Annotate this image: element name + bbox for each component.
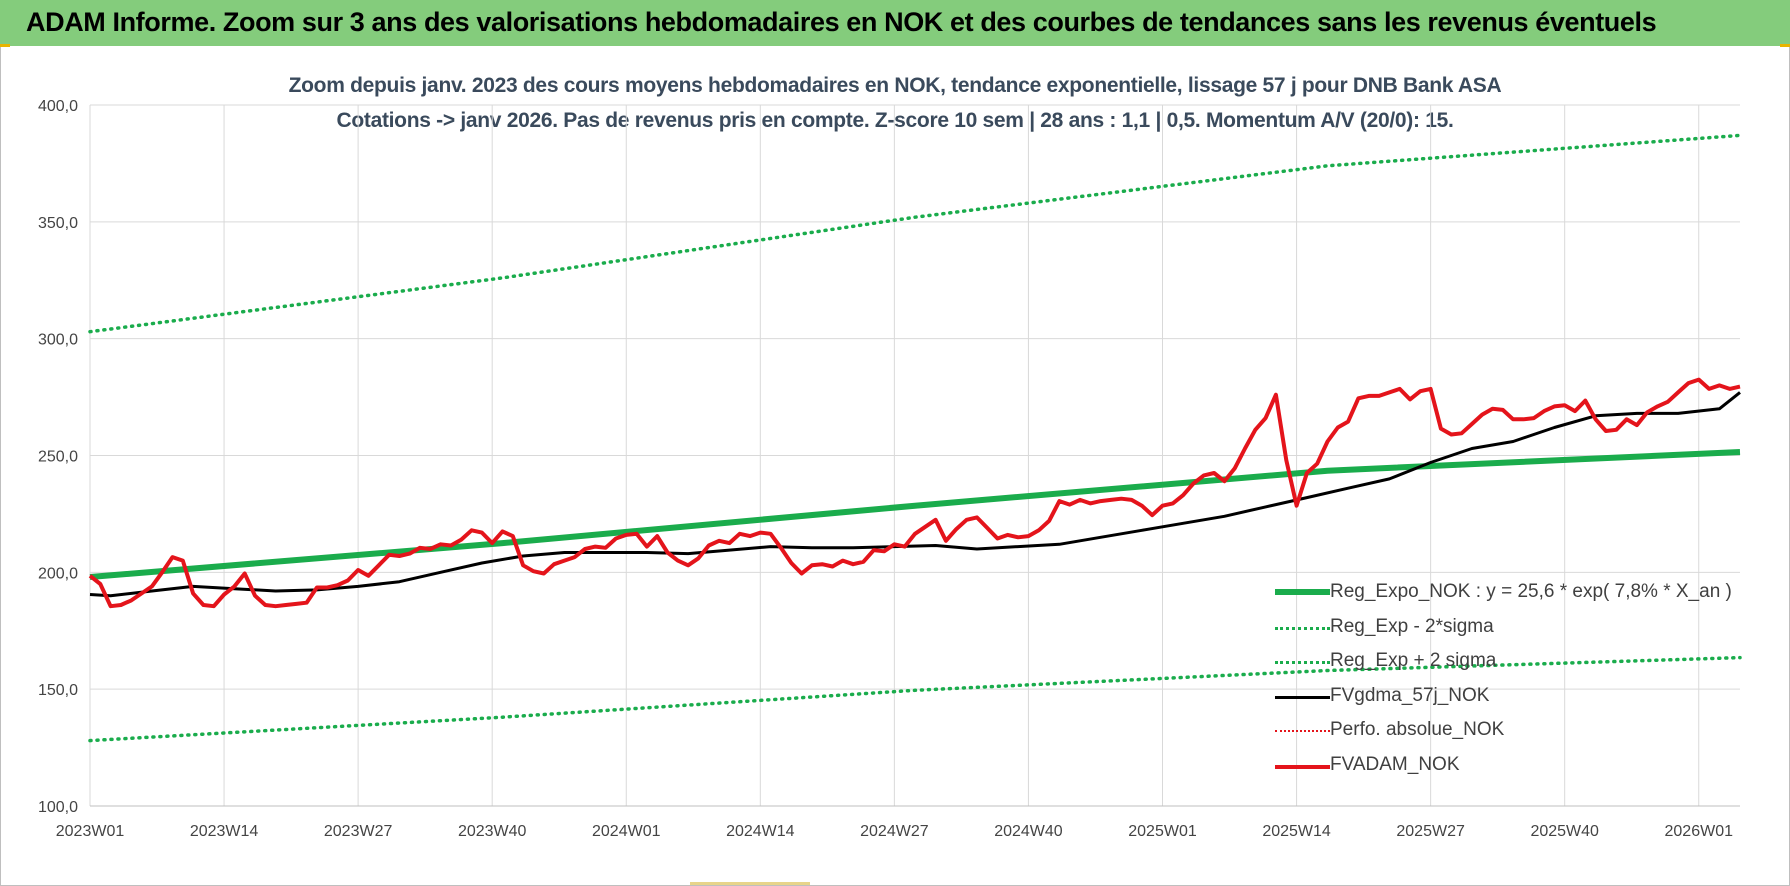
- x-tick-label: 2025W40: [1530, 823, 1599, 840]
- legend-label-reg-exp-minus: Reg_Exp - 2*sigma: [1330, 615, 1494, 637]
- legend-swatch-fvgdma: [1275, 695, 1330, 699]
- legend-label-fvgdma: FVgdma_57j_NOK: [1330, 684, 1490, 706]
- legend-swatch-reg-exp-minus: [1275, 626, 1330, 630]
- series-line-fvgdma-57j-nok-3: [89, 391, 1741, 598]
- x-tick-label: 2023W27: [324, 823, 393, 840]
- x-tick-label: 2024W01: [592, 823, 661, 840]
- x-tick-label: 2024W27: [860, 823, 929, 840]
- legend-label-perfo: Perfo. absolue_NOK: [1330, 719, 1505, 740]
- y-tick-label: 400,0: [38, 98, 78, 115]
- legend-label-reg-expo: Reg_Expo_NOK : y = 25,6 * exp( 7,8% * X_…: [1330, 581, 1732, 602]
- x-tick-label: 2023W01: [56, 823, 125, 840]
- series-line-reg-exp-2: [88, 655, 1742, 743]
- x-tick-label: 2025W27: [1396, 823, 1465, 840]
- x-tick-label: 2023W40: [458, 823, 527, 840]
- corner-marker-left: [0, 44, 10, 47]
- series-line-reg-expo-nok-0: [89, 449, 1741, 580]
- x-tick-label: 2024W14: [726, 823, 795, 840]
- y-tick-label: 150,0: [38, 682, 78, 699]
- legend-swatch-fvadam: [1275, 764, 1330, 769]
- legend-label-fvadam: FVADAM_NOK: [1330, 753, 1460, 775]
- y-tick-label: 250,0: [38, 449, 78, 466]
- chart-title: Zoom depuis janv. 2023 des cours moyens …: [288, 74, 1502, 97]
- y-tick-label: 200,0: [38, 565, 78, 582]
- x-tick-label: 2023W14: [190, 823, 259, 840]
- banner-title: ADAM Informe. Zoom sur 3 ans des valoris…: [26, 7, 1657, 37]
- header-banner: ADAM Informe. Zoom sur 3 ans des valoris…: [0, 0, 1790, 46]
- x-tick-label: 2026W01: [1665, 823, 1734, 840]
- bottom-marker: [690, 882, 810, 885]
- legend-swatch-reg-exp-plus: [1275, 661, 1330, 664]
- legend-swatch-reg-expo: [1275, 589, 1330, 595]
- x-tick-label: 2025W14: [1262, 823, 1331, 840]
- chart-subtitle: Cotations -> janv 2026. Pas de revenus p…: [336, 109, 1454, 132]
- x-tick-label: 2025W01: [1128, 823, 1197, 840]
- series-line-reg-exp-1: [88, 133, 1742, 334]
- legend-label-reg-exp-plus: Reg_Exp + 2 sigma: [1330, 650, 1497, 671]
- series-line-fvadam-nok-5: [88, 377, 1741, 609]
- y-tick-label: 100,0: [38, 799, 78, 816]
- corner-marker-right: [1780, 44, 1790, 47]
- legend-swatch-perfo: [1275, 730, 1330, 732]
- x-tick-label: 2024W40: [994, 823, 1063, 840]
- y-tick-label: 300,0: [38, 332, 78, 349]
- y-tick-label: 350,0: [38, 215, 78, 232]
